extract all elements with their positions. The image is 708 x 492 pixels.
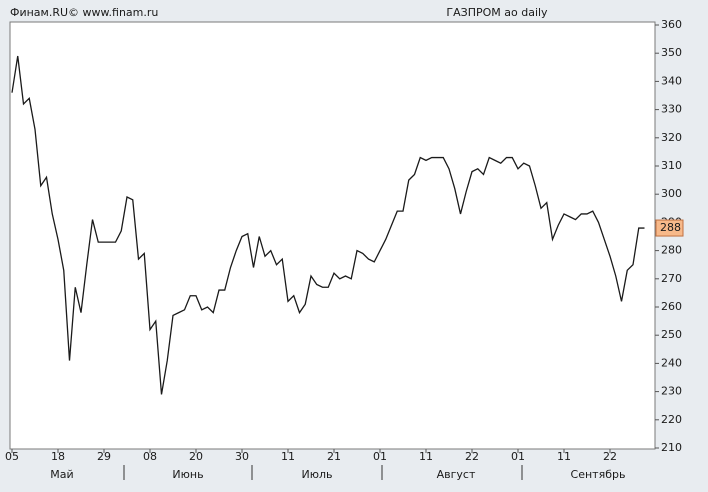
- month-label: Июль: [301, 468, 332, 481]
- y-tick-label: 270: [661, 272, 682, 285]
- x-tick-label: 11: [419, 450, 433, 463]
- month-label: Сентябрь: [571, 468, 626, 481]
- x-tick-label: 30: [235, 450, 249, 463]
- last-value-box: [655, 219, 684, 237]
- month-label: Июнь: [172, 468, 203, 481]
- last-value-label: 288: [660, 221, 681, 234]
- y-tick-label: 230: [661, 385, 682, 398]
- x-tick-label: 01: [373, 450, 387, 463]
- y-tick-label: 240: [661, 356, 682, 369]
- x-tick-label: 08: [143, 450, 157, 463]
- source: Финам.RU© www.finam.ru: [10, 6, 158, 19]
- y-tick-label: 220: [661, 413, 682, 426]
- y-tick-label: 310: [661, 159, 682, 172]
- x-tick-label: 11: [281, 450, 295, 463]
- y-tick-label: 350: [661, 46, 682, 59]
- x-tick-label: 20: [189, 450, 203, 463]
- y-tick-label: 250: [661, 328, 682, 341]
- x-tick-label: 21: [327, 450, 341, 463]
- month-label: Май: [50, 468, 73, 481]
- price-line: [11, 55, 645, 395]
- x-tick-label: 22: [465, 450, 479, 463]
- y-tick-label: 340: [661, 74, 682, 87]
- x-tick-label: 22: [603, 450, 617, 463]
- plot-area: [9, 21, 656, 450]
- x-tick-label: 18: [51, 450, 65, 463]
- y-tick-label: 280: [661, 244, 682, 257]
- chart-title: ГАЗПРОМ ао daily: [446, 6, 548, 19]
- x-tick-label: 29: [97, 450, 111, 463]
- y-tick-label: 320: [661, 131, 682, 144]
- x-tick-label: 11: [557, 450, 571, 463]
- y-tick-label: 330: [661, 103, 682, 116]
- y-tick-label: 260: [661, 300, 682, 313]
- x-tick-label: 05: [5, 450, 19, 463]
- y-tick-label: 210: [661, 441, 682, 454]
- x-tick-label: 01: [511, 450, 525, 463]
- month-label: Август: [437, 468, 476, 481]
- y-tick-label: 360: [661, 18, 682, 31]
- y-tick-label: 300: [661, 187, 682, 200]
